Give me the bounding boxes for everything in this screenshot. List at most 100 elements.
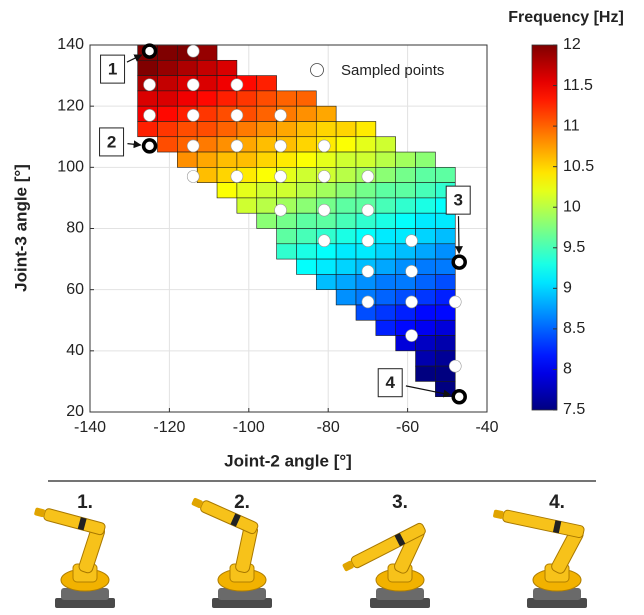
- heatmap-cell: [335, 258, 357, 275]
- heatmap-cell: [355, 136, 377, 153]
- heatmap-cell: [335, 151, 357, 168]
- heatmap-cell: [196, 75, 218, 92]
- sampled-point: [230, 170, 244, 183]
- heatmap-cell: [335, 182, 357, 199]
- heatmap-cell: [276, 228, 297, 245]
- heatmap-cell: [415, 197, 436, 214]
- heatmap-cell: [256, 197, 277, 214]
- heatmap-cell: [415, 365, 436, 382]
- heatmap-cell: [375, 304, 396, 321]
- y-tick-label: 120: [57, 97, 84, 114]
- plot-frame: [89, 44, 488, 413]
- callout-label: 3: [453, 191, 462, 210]
- heatmap-cell: [375, 136, 396, 153]
- robot: [342, 522, 431, 609]
- heatmap-cell: [335, 243, 357, 260]
- heatmap-cell: [335, 289, 357, 306]
- heatmap-cell: [137, 121, 158, 138]
- heatmap-cell: [196, 105, 218, 122]
- heatmap-cell: [395, 167, 416, 183]
- heatmap-cell: [375, 212, 396, 229]
- x-tick-label: -120: [153, 419, 185, 436]
- heatmap-cell: [415, 182, 436, 199]
- heatmap-cell: [315, 121, 337, 138]
- heatmap-cell: [157, 90, 178, 107]
- sampled-point: [230, 78, 244, 92]
- heatmap-cell: [415, 350, 436, 367]
- heatmap-cell: [315, 258, 337, 275]
- sampled-point: [405, 265, 418, 278]
- heatmap-cell: [375, 319, 396, 336]
- sampled-point: [405, 234, 418, 248]
- x-tick-label: -80: [317, 419, 340, 436]
- callout-arrow: [127, 140, 142, 149]
- heatmap-cell: [296, 182, 317, 199]
- heatmap-cell: [216, 90, 238, 107]
- sampled-point: [317, 203, 331, 217]
- heatmap-cell: [335, 167, 357, 183]
- heatmap-cell: [216, 59, 238, 76]
- heatmap-cell: [415, 228, 436, 245]
- sampled-point: [230, 109, 244, 122]
- colorbar-tick-label: 12: [563, 36, 581, 53]
- colorbar-tick-label: 8: [563, 361, 572, 378]
- heatmap-cell: [435, 228, 456, 245]
- sampled-point: [274, 109, 287, 122]
- heatmap-cell: [335, 228, 357, 245]
- sampled-point: [317, 170, 331, 183]
- callout-arrow: [454, 216, 463, 255]
- heatmap-cell: [256, 105, 277, 122]
- callout-box: [99, 127, 125, 157]
- heatmap-cell: [415, 289, 436, 306]
- heatmap-cell: [296, 105, 317, 122]
- callout-label: 1: [108, 60, 117, 79]
- heatmap-cell: [415, 319, 436, 336]
- colorbar-tick-label: 10.5: [563, 158, 594, 175]
- heatmap-cell: [315, 151, 337, 168]
- heatmap-cell: [415, 151, 436, 168]
- y-tick-label: 100: [57, 159, 84, 176]
- heatmap-cell: [196, 90, 218, 107]
- sampled-point: [186, 170, 200, 183]
- y-tick-label: 140: [57, 36, 84, 53]
- heatmap-cell: [236, 121, 258, 138]
- heatmap-cell: [395, 182, 416, 199]
- sampled-point: [186, 44, 200, 58]
- sampled-point: [317, 234, 331, 248]
- heatmap-cell: [256, 121, 277, 138]
- y-tick-label: 80: [66, 220, 84, 237]
- sampled-point: [361, 234, 375, 248]
- y-tick-label: 60: [66, 281, 84, 298]
- y-tick-label: 20: [66, 403, 84, 420]
- heatmap-cell: [276, 151, 297, 168]
- heatmap-cell: [196, 151, 218, 168]
- sampled-point: [405, 329, 418, 342]
- heatmap-cell: [177, 90, 198, 107]
- heatmap-cell: [157, 105, 178, 122]
- heatmap-cell: [375, 289, 396, 306]
- heatmap-cell: [375, 274, 396, 290]
- sampled-point: [274, 203, 287, 217]
- heatmap-cell: [157, 44, 178, 61]
- heatmap-cell: [236, 90, 258, 107]
- legend-marker: [310, 63, 324, 77]
- heatmap-cell: [375, 197, 396, 214]
- colorbar-tick-label: 11: [563, 117, 580, 134]
- y-axis-label: Joint-3 angle [°]: [11, 164, 30, 292]
- heatmap-cell: [216, 121, 238, 138]
- highlight-point: [141, 138, 158, 154]
- colorbar-tick-label: 7.5: [563, 401, 585, 418]
- heatmap-cell: [296, 212, 317, 229]
- x-tick-label: -140: [74, 419, 106, 436]
- robot: [191, 497, 273, 609]
- heatmap-cell: [177, 151, 198, 168]
- heatmap-cell: [315, 105, 337, 122]
- colorbar-tick-label: 11.5: [563, 77, 593, 94]
- highlight-point: [451, 254, 467, 270]
- robot: [493, 509, 588, 609]
- callout-arrow: [126, 54, 143, 63]
- heatmap-cell: [276, 243, 297, 260]
- heatmap-cell: [256, 167, 277, 183]
- sampled-point: [186, 78, 200, 92]
